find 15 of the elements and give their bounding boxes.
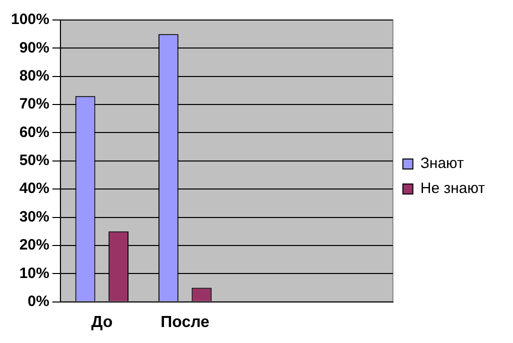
y-tick-label: 40% <box>19 180 50 198</box>
x-tick-label: До <box>91 314 113 331</box>
legend-label: Не знают <box>420 180 486 198</box>
y-tick-label: 60% <box>19 124 50 141</box>
y-tick-label: 20% <box>19 236 50 254</box>
y-tick-label: 10% <box>19 264 50 282</box>
y-tick-label: 30% <box>19 208 50 226</box>
y-tick-label: 80% <box>19 68 50 84</box>
y-tick-label: 0% <box>28 292 50 310</box>
x-tick-label: После <box>160 314 210 331</box>
y-tick-label: 70% <box>19 96 50 113</box>
legend-label: Знают <box>420 155 464 172</box>
y-tick-label: 100% <box>10 11 50 28</box>
y-tick-label: 90% <box>19 39 50 56</box>
y-tick-label: 50% <box>19 152 50 170</box>
